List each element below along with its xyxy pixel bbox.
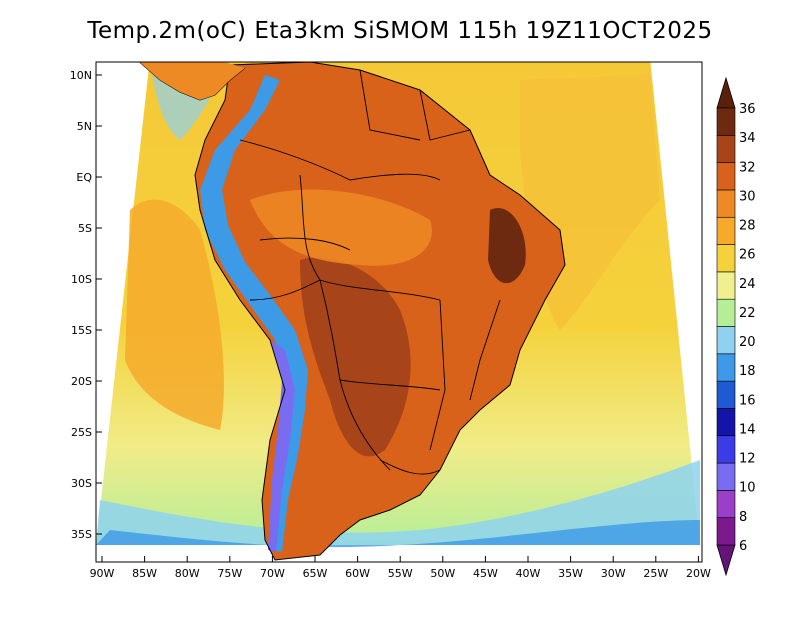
map-title: Temp.2m(oC) Eta3km SiSMOM 115h 19Z11OCT2… [87, 18, 713, 44]
colorbar-segment [716, 107, 736, 136]
colorbar-segment [716, 271, 736, 300]
colorbar-segment [716, 435, 736, 464]
lon-label: 70W [260, 567, 285, 580]
lon-label: 85W [132, 567, 157, 580]
lon-label: 25W [643, 567, 668, 580]
lon-label: 20W [686, 567, 711, 580]
colorbar-label: 32 [739, 160, 756, 175]
colorbar-label: 36 [739, 102, 756, 117]
lat-label: 25S [71, 426, 92, 439]
lon-label: 35W [558, 567, 583, 580]
lon-label: 30W [601, 567, 626, 580]
country-borders [239, 69, 501, 475]
lat-label: 20S [71, 375, 92, 388]
colorbar-under-triangle [716, 544, 736, 577]
latitude-axis: 10N 5N EQ 5S 10S 15S 20S 25S 30S 35S [70, 69, 102, 541]
colorbar-label: 24 [739, 277, 756, 292]
map-frame [95, 61, 703, 563]
colorbar-segment [716, 326, 736, 355]
colorbar-segment [716, 408, 736, 437]
andes-coldest-ribbon [268, 340, 295, 552]
colorbar-label: 22 [739, 306, 756, 321]
lat-label: 35S [71, 528, 92, 541]
lat-label: 30S [71, 477, 92, 490]
colorbar-segment [716, 353, 736, 382]
pacific-warm-zone [125, 199, 224, 430]
lon-label: 75W [217, 567, 242, 580]
colorbar-label: 28 [739, 219, 756, 234]
colorbar-over-triangle [716, 76, 736, 109]
lat-label: 15S [71, 324, 92, 337]
colorbar-label: 18 [739, 364, 756, 379]
lon-label: 40W [516, 567, 541, 580]
colorbar-label: 10 [739, 481, 756, 496]
lon-label: 55W [388, 567, 413, 580]
colorbar-label: 30 [739, 189, 756, 204]
colorbar-segment [716, 189, 736, 218]
map-area [96, 62, 702, 562]
colorbar-label: 14 [739, 422, 756, 437]
colorbar-label: 34 [739, 131, 756, 146]
coastline [194, 62, 566, 561]
colorbar-segment [716, 162, 736, 191]
lat-label: 10S [71, 273, 92, 286]
southern-cold-zone [96, 520, 700, 548]
colorbar-segment [716, 517, 736, 546]
colorbar-segment [716, 462, 736, 491]
colorbar: 6 8 10 12 14 16 18 20 22 24 26 28 30 32 34 36 [716, 76, 756, 577]
colorbar-segment [716, 380, 736, 409]
lon-label: 90W [90, 567, 115, 580]
colorbar-label: 20 [739, 335, 756, 350]
longitude-axis: 90W 85W 80W 75W 70W 65W 60W 55W 50W 45W 40W 35W 30W 2… [90, 556, 711, 580]
lat-label: 5N [77, 120, 92, 133]
colorbar-label: 26 [739, 248, 756, 263]
colorbar-segment [716, 244, 736, 273]
lon-label: 80W [175, 567, 200, 580]
lat-label: 10N [70, 69, 92, 82]
lat-label: EQ [76, 171, 92, 184]
amazon-warm-region [250, 189, 432, 266]
colorbar-segment [716, 135, 736, 163]
colorbar-segment [716, 490, 736, 518]
southern-cool-zone [96, 460, 700, 545]
colorbar-label: 12 [739, 452, 756, 467]
central-america-land [139, 62, 245, 100]
colorbar-label: 16 [739, 393, 756, 408]
lon-label: 60W [345, 567, 370, 580]
colorbar-label: 8 [739, 510, 747, 525]
colorbar-segment [716, 216, 736, 245]
lon-label: 45W [473, 567, 498, 580]
central-hot-region [300, 257, 411, 457]
colorbar-segment [716, 298, 736, 327]
lon-label: 65W [303, 567, 328, 580]
northeast-hot-region [488, 208, 526, 284]
lat-label: 5S [78, 222, 92, 235]
lon-label: 50W [430, 567, 455, 580]
colorbar-label: 6 [739, 539, 747, 554]
